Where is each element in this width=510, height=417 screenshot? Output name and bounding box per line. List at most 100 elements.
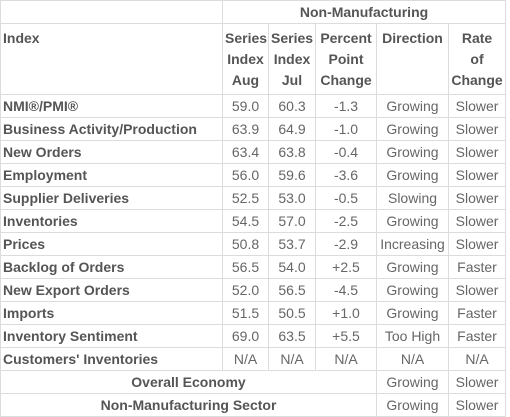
header-index-label: Index: [0, 23, 223, 95]
header-line: Point: [328, 51, 364, 67]
header-col-jul: Series Index Jul: [268, 23, 316, 95]
cell-change: -2.9: [315, 232, 377, 256]
cell-jul: N/A: [268, 347, 316, 371]
cell-change: -2.5: [315, 209, 377, 233]
cell-jul: 53.7: [268, 232, 316, 256]
table-row: Inventories 54.5 57.0 -2.5 Growing Slowe…: [0, 209, 507, 233]
cell-direction: Growing: [376, 301, 449, 325]
cell-aug: 59.0: [222, 94, 269, 118]
header-line: Series: [271, 30, 314, 46]
cell-aug: 51.5: [222, 301, 269, 325]
cell-change: -1.0: [315, 117, 377, 141]
cell-jul: 53.0: [268, 186, 316, 210]
cell-direction: Too High: [376, 324, 449, 348]
table-row: New Export Orders 52.0 56.5 -4.5 Growing…: [0, 278, 507, 302]
cell-rate: Slower: [447, 232, 507, 256]
row-name: NMI®/PMI®: [0, 94, 223, 118]
header-col-rate: Rate of Change: [447, 23, 507, 95]
header-line: Index: [273, 51, 311, 67]
cell-direction: Growing: [376, 163, 449, 187]
cell-change: -0.4: [315, 140, 377, 164]
cell-rate: Faster: [447, 255, 507, 279]
header-line: Percent: [320, 30, 372, 46]
cell-change: +5.5: [315, 324, 377, 348]
cell-direction: N/A: [376, 347, 449, 371]
cell-direction: Growing: [376, 370, 449, 394]
cell-direction: Increasing: [376, 232, 449, 256]
header-line: Change: [320, 72, 372, 88]
table-row: Inventory Sentiment 69.0 63.5 +5.5 Too H…: [0, 324, 507, 348]
cell-aug: 56.5: [222, 255, 269, 279]
cell-jul: 59.6: [268, 163, 316, 187]
cell-jul: 50.5: [268, 301, 316, 325]
cell-change: -0.5: [315, 186, 377, 210]
cell-aug: 52.5: [222, 186, 269, 210]
cell-change: -3.6: [315, 163, 377, 187]
cell-jul: 56.5: [268, 278, 316, 302]
cell-direction: Growing: [376, 255, 449, 279]
row-name: New Export Orders: [0, 278, 223, 302]
row-name: Inventories: [0, 209, 223, 233]
row-name: New Orders: [0, 140, 223, 164]
header-blank: [0, 0, 223, 24]
cell-change: N/A: [315, 347, 377, 371]
cell-aug: 63.9: [222, 117, 269, 141]
cell-jul: 63.5: [268, 324, 316, 348]
row-name: Inventory Sentiment: [0, 324, 223, 348]
cell-jul: 60.3: [268, 94, 316, 118]
table-row: Supplier Deliveries 52.5 53.0 -0.5 Slowi…: [0, 186, 507, 210]
cell-aug: 56.0: [222, 163, 269, 187]
cell-rate: Slower: [447, 94, 507, 118]
header-line: of: [470, 51, 484, 67]
row-name: Supplier Deliveries: [0, 186, 223, 210]
table-row: Business Activity/Production 63.9 64.9 -…: [0, 117, 507, 141]
header-line: Index: [227, 51, 264, 67]
cell-direction: Growing: [376, 278, 449, 302]
cell-rate: Slower: [447, 186, 507, 210]
cell-direction: Growing: [376, 393, 449, 417]
cell-rate: Slower: [447, 278, 507, 302]
header-line: Aug: [231, 72, 260, 88]
cell-direction: Growing: [376, 94, 449, 118]
header-line: Series: [225, 30, 268, 46]
row-name: Backlog of Orders: [0, 255, 223, 279]
summary-name: Overall Economy: [0, 370, 377, 394]
cell-jul: 54.0: [268, 255, 316, 279]
header-col-aug: Series Index Aug: [222, 23, 269, 95]
cell-aug: N/A: [222, 347, 269, 371]
cell-aug: 50.8: [222, 232, 269, 256]
row-name: Prices: [0, 232, 223, 256]
cell-change: +2.5: [315, 255, 377, 279]
header-line: Rate: [461, 30, 493, 46]
cell-jul: 64.9: [268, 117, 316, 141]
row-name: Customers' Inventories: [0, 347, 223, 371]
table-row: NMI®/PMI® 59.0 60.3 -1.3 Growing Slower: [0, 94, 507, 118]
cell-rate: Slower: [447, 209, 507, 233]
header-group-label: Non-Manufacturing: [221, 0, 507, 24]
table-row: Imports 51.5 50.5 +1.0 Growing Faster: [0, 301, 507, 325]
table-row: Backlog of Orders 56.5 54.0 +2.5 Growing…: [0, 255, 507, 279]
cell-aug: 69.0: [222, 324, 269, 348]
header-line: Direction: [382, 30, 443, 46]
cell-change: -4.5: [315, 278, 377, 302]
cell-rate: Faster: [447, 324, 507, 348]
cell-rate: Slower: [447, 393, 507, 417]
cell-change: -1.3: [315, 94, 377, 118]
table-row: Employment 56.0 59.6 -3.6 Growing Slower: [0, 163, 507, 187]
row-name: Imports: [0, 301, 223, 325]
header-line: Jul: [281, 72, 303, 88]
cell-rate: Slower: [447, 370, 507, 394]
header-line: Change: [451, 72, 503, 88]
cell-rate: N/A: [447, 347, 507, 371]
cell-aug: 54.5: [222, 209, 269, 233]
cell-direction: Slowing: [376, 186, 449, 210]
cell-change: +1.0: [315, 301, 377, 325]
row-name: Employment: [0, 163, 223, 187]
cell-rate: Slower: [447, 117, 507, 141]
cell-rate: Slower: [447, 163, 507, 187]
table-row: New Orders 63.4 63.8 -0.4 Growing Slower: [0, 140, 507, 164]
summary-row: Overall Economy Growing Slower: [0, 370, 507, 394]
row-name: Business Activity/Production: [0, 117, 223, 141]
cell-rate: Slower: [447, 140, 507, 164]
